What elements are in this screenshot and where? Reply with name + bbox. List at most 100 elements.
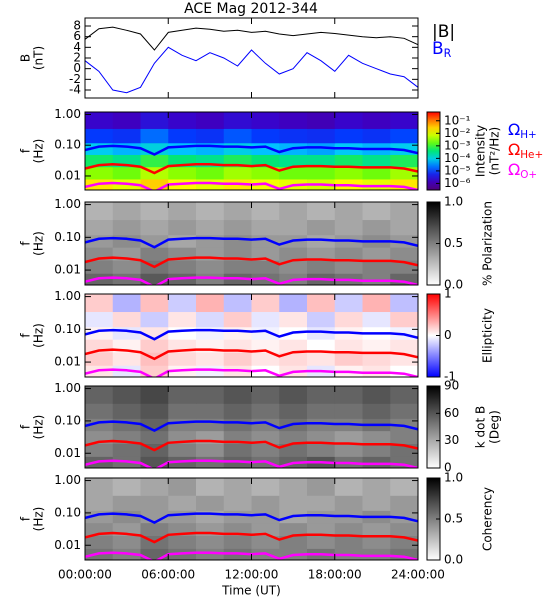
spectrogram-cell [223,403,252,419]
spectrogram-cell [112,112,141,129]
y-tick-label: 4 [73,40,81,54]
colorbar-tick-label: 10⁻³ [444,138,471,152]
spectrogram-cell [168,535,197,549]
spectrogram-cell [223,326,252,340]
y-axis-label: (Hz) [32,507,46,532]
spectrogram-cell [85,260,114,274]
spectrogram-cell [140,456,169,468]
spectrogram-cell [307,478,336,496]
spectrogram-cell [168,128,197,144]
colorbar-tick-label: 30 [444,433,459,447]
spectrogram-cell [307,352,336,366]
spectrogram-cell [251,326,280,340]
spectrogram-cell [279,247,308,261]
spectrogram-cell [362,260,391,274]
y-tick-label: -4 [69,83,81,97]
spectrogram-cell [334,386,363,404]
y-tick-label: 8 [73,19,81,33]
spectrogram-cell [362,456,391,468]
legend-label: ΩO+ [508,160,537,182]
spectrogram-cell [279,430,308,445]
spectrogram-cell [251,294,280,313]
spectrogram-cell [362,247,391,261]
spectrogram-cell [140,386,169,404]
spectrogram-cell [196,365,225,377]
spectrogram-cell [251,234,280,248]
colorbar-tick-label: 0.5 [444,512,463,526]
gyro-line [85,256,418,269]
legend-name: Ω [508,120,520,139]
spectrogram-cell [334,403,363,419]
spectrogram-cell [168,166,197,180]
spectrogram-cell [196,456,225,468]
spectrogram-cell [307,326,336,340]
x-tick-label: 24:00:00 [391,568,445,582]
colorbar-tick-label: 10⁻⁵ [444,163,471,177]
y-axis-label: f [19,333,33,338]
colorbar-tick-label: 0.0 [444,553,463,567]
spectrogram-cell [196,326,225,340]
spectrogram-cell [362,430,391,445]
spectrogram-cell [251,202,280,221]
gyro-line [85,236,418,249]
spectrogram-cell [85,403,114,419]
spectrogram-cell [251,443,280,457]
spectrogram-cell [251,418,280,432]
legend-sub: O+ [520,169,537,181]
spectrogram-cell [307,522,336,537]
y-axis-label: f [19,148,33,153]
spectrogram-cell [334,154,363,168]
spectrogram-cell [334,495,363,511]
spectrogram-cell [112,352,141,366]
spectrogram-cell [223,352,252,366]
spectrogram-cell [390,154,418,168]
spectrogram-cell [390,128,418,144]
spectrogram-cell [85,478,114,496]
spectrogram-cell [390,202,418,221]
spectrogram-cell [85,219,114,236]
spectrogram-cell [196,294,225,313]
spectrogram-cell [196,443,225,457]
spectrogram-cell [140,202,169,221]
legend-label: |B| [432,22,455,42]
spectrogram-cell [112,386,141,404]
spectrogram-cell [279,522,308,537]
colorbar-label: k dot B [474,406,488,448]
colorbar-tick-label: -1 [444,370,456,384]
y-axis-label: f [19,424,33,429]
panel [85,202,418,285]
spectrogram-cell [362,365,391,377]
spectrogram-cell [85,443,114,457]
y-axis-label: (Hz) [32,415,46,440]
gyro-line [85,531,418,544]
spectrogram-cell [362,352,391,366]
y-axis-label: (Hz) [32,231,46,256]
y-tick-label: 1.00 [54,289,81,303]
spectrogram-cell [390,365,418,377]
spectrogram-cell [140,548,169,560]
spectrogram-cell [140,128,169,144]
spectrogram-cell [307,443,336,457]
legend-label: ΩHe+ [508,140,543,162]
spectrogram-cell [334,166,363,180]
colorbar-tick-label: 10⁻⁴ [444,151,471,165]
spectrogram-cell [251,430,280,445]
colorbar-label: Coherency [481,487,495,551]
legend-sub: R [444,47,452,60]
spectrogram-cell [251,522,280,537]
data-line [85,26,418,51]
spectrogram-cell [223,495,252,511]
spectrogram-cell [334,128,363,144]
spectrogram-cell [112,294,141,313]
y-tick-label: 0.01 [54,168,81,182]
y-tick-label: 0.01 [54,263,81,277]
spectrogram-cell [390,495,418,511]
spectrogram-cell [279,294,308,313]
spectrogram-cell [390,430,418,445]
legend-sub: H+ [520,129,537,141]
spectrogram-cell [196,352,225,366]
spectrogram-cell [85,112,114,129]
spectrogram-cell [168,418,197,432]
spectrogram-cell [112,495,141,511]
